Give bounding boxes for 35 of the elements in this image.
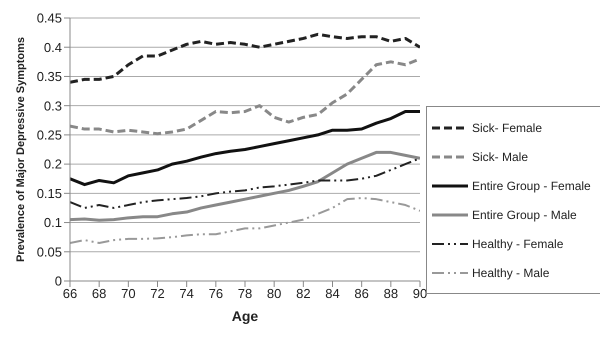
y-tick-label: 0.05 <box>36 244 62 260</box>
x-tick-label: 74 <box>179 286 194 302</box>
line-series <box>70 110 420 186</box>
legend-label: Entire Group - Male <box>472 208 577 222</box>
line-series <box>70 157 420 209</box>
y-tick-label: 0.2 <box>44 156 62 172</box>
x-tick-label: 78 <box>238 286 252 302</box>
x-tick-label: 66 <box>62 286 78 302</box>
y-tick-label: 0.15 <box>36 186 62 201</box>
x-tick-label: 82 <box>296 286 311 302</box>
x-axis-title: Age <box>232 308 258 324</box>
x-tick-label: 86 <box>354 286 369 302</box>
y-tick-label: 0.45 <box>36 10 62 26</box>
y-axis-title: Prevalence of Major Depressive Symptoms <box>14 37 27 262</box>
y-tick-label: 0 <box>54 274 62 289</box>
y-tick-label: 0.1 <box>44 215 62 230</box>
x-tick-label: 90 <box>412 286 428 302</box>
y-tick-label: 0.25 <box>36 128 62 143</box>
x-tick-label: 76 <box>208 286 224 302</box>
x-tick-label: 84 <box>325 286 340 302</box>
y-tick-label: 0.35 <box>36 69 62 84</box>
legend-label: Sick- Male <box>472 150 528 164</box>
x-tick-label: 88 <box>384 286 398 302</box>
legend-label: Entire Group - Female <box>472 178 591 192</box>
x-tick-label: 68 <box>92 286 106 302</box>
y-tick-label: 0.4 <box>44 40 62 55</box>
line-series <box>70 32 420 84</box>
x-tick-label: 80 <box>266 286 282 302</box>
x-tick-label: 70 <box>121 286 136 302</box>
y-tick-label: 0.3 <box>44 98 62 114</box>
x-tick-label: 72 <box>150 286 165 302</box>
line-series <box>70 197 420 244</box>
legend-label: Sick- Female <box>472 120 542 134</box>
legend-label: Healthy - Male <box>472 266 550 280</box>
legend-label: Healthy - Female <box>472 236 564 250</box>
